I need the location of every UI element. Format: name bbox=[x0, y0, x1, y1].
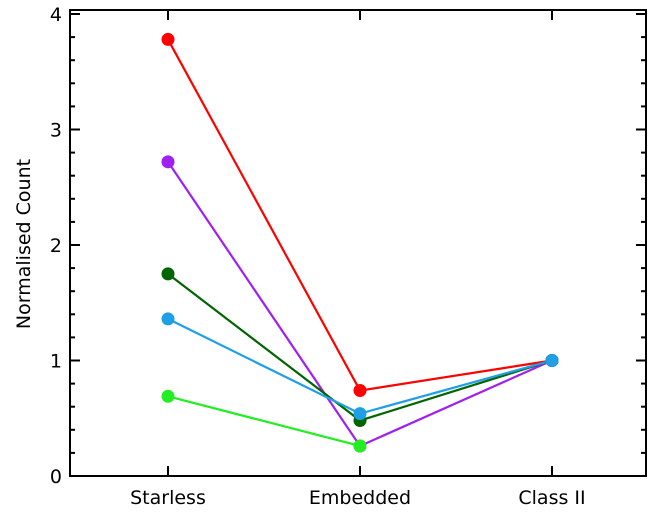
series-line bbox=[167, 317, 553, 415]
data-point bbox=[161, 312, 175, 326]
series-line bbox=[167, 395, 361, 448]
series-line bbox=[167, 161, 553, 448]
y-axis-label: Normalised Count bbox=[13, 159, 35, 329]
data-point bbox=[353, 439, 367, 453]
x-tick-label: Starless bbox=[130, 487, 206, 509]
y-tick-label: 2 bbox=[50, 235, 62, 257]
data-point bbox=[161, 267, 175, 281]
series-line bbox=[167, 38, 553, 392]
data-point bbox=[545, 354, 559, 367]
y-tick-label: 1 bbox=[50, 351, 62, 373]
y-tick-label: 3 bbox=[50, 120, 62, 142]
data-point bbox=[353, 384, 367, 398]
data-point bbox=[161, 32, 175, 46]
tick-labels: 0 1 2 3 4 Starless Embedded Class II bbox=[50, 4, 586, 509]
x-tick-label: Class II bbox=[518, 487, 585, 509]
data-point bbox=[161, 155, 175, 169]
axes bbox=[69, 9, 647, 477]
y-tick-label: 4 bbox=[50, 4, 62, 26]
plot-frame bbox=[69, 9, 647, 477]
data-point bbox=[161, 389, 175, 403]
x-tick-label: Embedded bbox=[309, 487, 411, 509]
series-layer bbox=[161, 32, 559, 453]
y-tick-label: 0 bbox=[50, 466, 62, 488]
data-point bbox=[353, 407, 367, 421]
